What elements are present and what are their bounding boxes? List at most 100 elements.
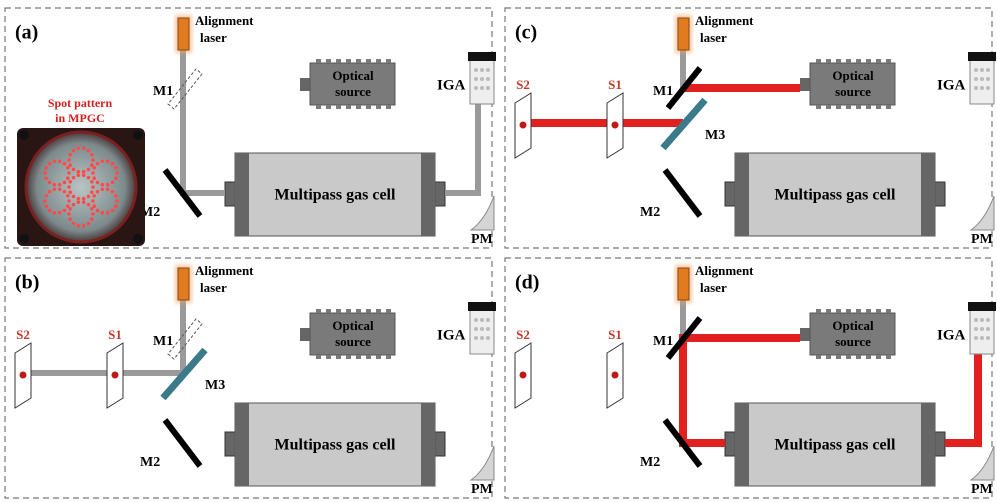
slit-aperture bbox=[612, 122, 619, 129]
source-fin bbox=[846, 59, 851, 63]
detector-dot bbox=[974, 327, 978, 331]
source-label: Optical bbox=[332, 318, 374, 333]
inset-spot bbox=[67, 171, 71, 175]
source-fin bbox=[846, 355, 851, 359]
source-fin bbox=[326, 105, 331, 109]
inset-spot bbox=[114, 194, 118, 198]
inset-spot bbox=[87, 195, 91, 199]
inset-spot bbox=[66, 204, 70, 208]
inset-spot bbox=[53, 188, 57, 192]
inset-spot bbox=[77, 224, 81, 228]
m3-label: M3 bbox=[705, 128, 725, 143]
detector-label: IGA bbox=[937, 77, 966, 93]
laser bbox=[678, 18, 689, 50]
inset-spot bbox=[82, 147, 86, 151]
slit-aperture bbox=[612, 372, 619, 379]
source-fin bbox=[386, 105, 391, 109]
inset-spot bbox=[96, 190, 100, 194]
source-label: Optical bbox=[332, 68, 374, 83]
source-fin bbox=[846, 309, 851, 313]
source-fin bbox=[386, 59, 391, 63]
slit-aperture bbox=[520, 122, 527, 129]
source-fin bbox=[816, 355, 821, 359]
panel-label: (d) bbox=[515, 272, 539, 294]
inset-spot bbox=[90, 180, 94, 184]
source-fin bbox=[356, 309, 361, 313]
detector-dot bbox=[480, 318, 484, 322]
detector-dot bbox=[480, 86, 484, 90]
detector-dot bbox=[980, 336, 984, 340]
inset-spot bbox=[44, 194, 48, 198]
beam bbox=[945, 354, 978, 443]
inset-spot bbox=[48, 209, 52, 213]
source-fin bbox=[356, 105, 361, 109]
inset-spot bbox=[114, 166, 118, 170]
cell-port bbox=[225, 182, 235, 206]
cell-port bbox=[935, 432, 945, 456]
source-fin bbox=[876, 355, 881, 359]
s2-label: S2 bbox=[16, 327, 30, 342]
inset-spot bbox=[44, 176, 48, 180]
source-fin bbox=[856, 105, 861, 109]
cell-end bbox=[921, 403, 935, 486]
source-fin bbox=[826, 355, 831, 359]
detector-dot bbox=[486, 77, 490, 81]
laser-label: laser bbox=[200, 280, 227, 295]
inset-spot bbox=[114, 176, 118, 180]
source-fin bbox=[376, 105, 381, 109]
source-fin bbox=[876, 105, 881, 109]
inset-spot bbox=[68, 217, 72, 221]
inset-spot bbox=[91, 158, 95, 162]
detector-dot bbox=[980, 86, 984, 90]
inset-spot bbox=[87, 168, 91, 172]
source-fin bbox=[876, 59, 881, 63]
beam bbox=[445, 104, 478, 193]
inset-spot bbox=[92, 194, 96, 198]
s2-label: S2 bbox=[516, 77, 530, 92]
inset-spot bbox=[43, 199, 47, 203]
detector-cap bbox=[468, 302, 496, 311]
inset-spot bbox=[91, 185, 95, 189]
source-fin bbox=[886, 105, 891, 109]
inset-mirror bbox=[26, 132, 136, 242]
inset-spot bbox=[90, 153, 94, 157]
inset-spot bbox=[48, 181, 52, 185]
inset-spot bbox=[67, 212, 71, 216]
beam bbox=[183, 50, 225, 193]
detector-dot bbox=[474, 336, 478, 340]
cell-port bbox=[725, 432, 735, 456]
inset-spot bbox=[68, 190, 72, 194]
inset-spot bbox=[77, 197, 81, 201]
meter-label: PM bbox=[471, 232, 493, 247]
source-fin bbox=[886, 59, 891, 63]
cell-end bbox=[735, 153, 749, 236]
m2-label: M2 bbox=[640, 205, 660, 220]
inset-spot bbox=[114, 204, 118, 208]
source-fin bbox=[836, 105, 841, 109]
source-fin bbox=[366, 105, 371, 109]
source-fin bbox=[366, 355, 371, 359]
inset-spot bbox=[72, 149, 76, 153]
inset-spot bbox=[66, 194, 70, 198]
laser-label: Alignment bbox=[695, 263, 754, 278]
source-port bbox=[800, 78, 810, 91]
inset-screw bbox=[19, 234, 29, 244]
panel: (d)Multipass gas cellOpticalsourceAlignm… bbox=[505, 258, 996, 498]
inset-spot bbox=[87, 176, 91, 180]
inset-spot bbox=[82, 174, 86, 178]
inset-spot bbox=[96, 162, 100, 166]
detector-dot bbox=[480, 68, 484, 72]
source-fin bbox=[376, 59, 381, 63]
inset-spot bbox=[77, 147, 81, 151]
inset-spot bbox=[92, 166, 96, 170]
inset-spot bbox=[115, 171, 119, 175]
m1-label: M1 bbox=[153, 84, 173, 99]
source-fin bbox=[326, 309, 331, 313]
inset-spot bbox=[82, 197, 86, 201]
source-fin bbox=[826, 59, 831, 63]
power-meter bbox=[471, 446, 494, 480]
detector-label: IGA bbox=[937, 327, 966, 343]
source-fin bbox=[336, 105, 341, 109]
inset-spot bbox=[101, 188, 105, 192]
source-fin bbox=[816, 105, 821, 109]
